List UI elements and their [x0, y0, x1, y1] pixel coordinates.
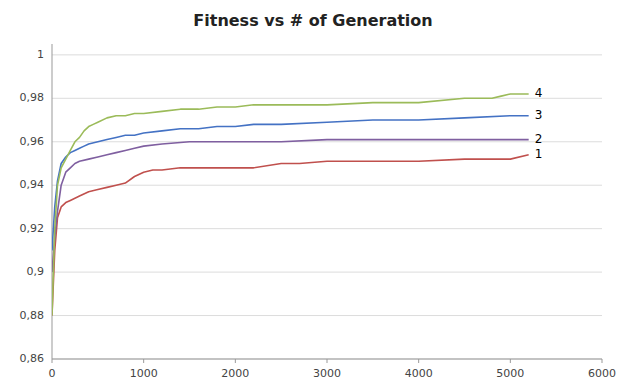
x-tick — [235, 359, 236, 363]
y-tick-label: 0,9 — [27, 265, 45, 278]
series-label: 2 — [535, 132, 543, 146]
x-axis — [52, 359, 602, 360]
series-label: 1 — [535, 147, 543, 161]
x-tick — [418, 359, 419, 363]
grid-line — [52, 141, 602, 142]
plot-area — [52, 94, 529, 316]
series-line — [52, 155, 529, 316]
x-tick-label: 1000 — [130, 367, 158, 380]
grid-line — [52, 54, 602, 55]
x-tick-label: 5000 — [496, 367, 524, 380]
grid-line — [52, 315, 602, 316]
x-tick — [510, 359, 511, 363]
chart: Fitness vs # of Generation 0,86 0,88 0,9 0,9… — [0, 0, 626, 391]
y-tick-label: 0,98 — [20, 91, 45, 104]
grid-line — [52, 272, 602, 273]
y-tick-label: 0,92 — [20, 222, 45, 235]
x-tick — [143, 359, 144, 363]
series-label: 3 — [535, 108, 543, 122]
background — [0, 0, 626, 391]
grid-line — [52, 98, 602, 99]
series-line — [52, 140, 529, 273]
y-tick-label: 0,88 — [20, 309, 45, 322]
x-tick — [602, 359, 603, 363]
y-tick-label: 0,96 — [20, 135, 45, 148]
grid — [52, 55, 602, 359]
x-tick-label: 6000 — [588, 367, 616, 380]
series-line — [52, 94, 529, 316]
grid-line — [52, 359, 602, 360]
x-tick-label: 2000 — [221, 367, 249, 380]
x-tick-label: 4000 — [405, 367, 433, 380]
y-tick-label: 1 — [37, 48, 44, 61]
x-tick-label: 0 — [49, 367, 56, 380]
series-line — [52, 116, 529, 251]
y-tick-label: 0,94 — [20, 178, 45, 191]
grid-line — [52, 185, 602, 186]
series-label: 4 — [535, 86, 543, 100]
x-tick — [327, 359, 328, 363]
y-tick-label: 0,86 — [20, 352, 45, 365]
grid-line — [52, 228, 602, 229]
x-tick-label: 3000 — [313, 367, 341, 380]
x-tick — [52, 359, 53, 363]
title: Fitness vs # of Generation — [193, 11, 432, 30]
